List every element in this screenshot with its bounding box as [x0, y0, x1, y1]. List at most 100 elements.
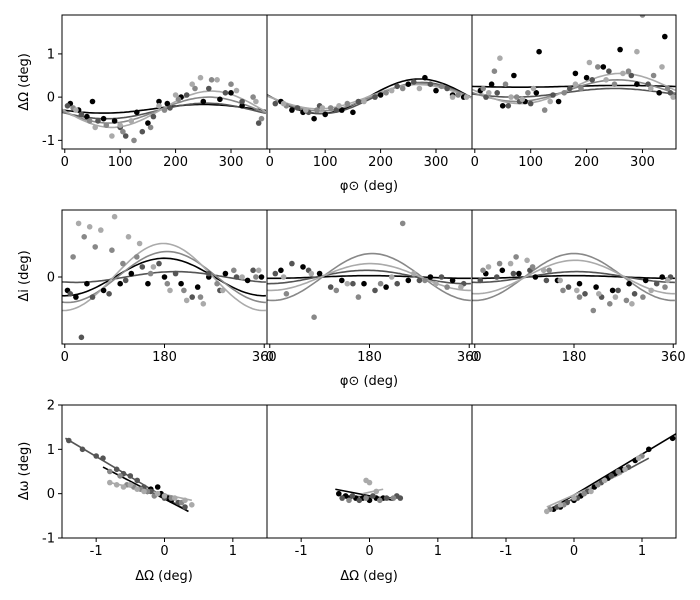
row3-col1-point-light-gray — [127, 482, 134, 488]
row3-col1-point-light-gray — [134, 486, 140, 493]
row1-col1-point-light-gray — [128, 118, 135, 124]
row2-col1-point-light-gray — [136, 240, 143, 247]
row1-col3-xtick-label: 300 — [630, 155, 655, 170]
row3-col1-point-gray — [117, 473, 123, 479]
row2-col3-point-gray — [662, 284, 668, 290]
row3-col1-point-dark-gray — [66, 437, 72, 444]
row2-col3-point-gray — [480, 267, 486, 274]
row1-col3-point-light-gray — [634, 48, 640, 55]
row2-col2-point-gray — [399, 220, 406, 227]
row2-col1-point-gray — [231, 267, 237, 274]
row1-col3-point-light-gray — [572, 81, 579, 87]
row1-col3-point-black — [555, 98, 562, 105]
row3-col1-point-light-gray — [189, 502, 195, 508]
row1-col3-xtick-label: 100 — [518, 155, 543, 170]
row2-col3-point-gray — [529, 264, 536, 270]
row2-col1-point-dark-gray — [172, 270, 179, 277]
row2-col1-point-gray — [120, 260, 126, 267]
row1-col2-point-gray — [399, 85, 406, 92]
row1-col3-point-gray — [491, 68, 498, 74]
row1-col1-ytick-label: -1 — [42, 134, 55, 149]
row1-col3-point-gray — [513, 94, 520, 100]
row1-col1-point-gray — [208, 77, 215, 83]
row2-col1-xtick-label: 360 — [252, 350, 277, 365]
row1-col1-ytick-label: 1 — [47, 47, 55, 62]
row2-col3-point-black — [516, 270, 522, 277]
row3-col1-ytick-label: 2 — [47, 399, 55, 414]
row1-col2-point-black — [433, 87, 439, 94]
row2-col3-point-light-gray — [648, 287, 654, 294]
row1-col3-frame — [471, 14, 677, 150]
row2-col3-point-dark-gray — [582, 291, 588, 297]
row2-col3-fit-dark-gray — [472, 270, 675, 284]
row1-col2-point-dark-gray — [444, 85, 450, 92]
row1-col1-point-light-gray — [233, 87, 240, 94]
row2-col2-point-dark-gray — [327, 284, 334, 290]
row2-col3-point-gray — [623, 297, 630, 304]
row3-col2-xtick-label: -1 — [295, 544, 308, 559]
row1-col3-point-light-gray — [603, 77, 609, 83]
row3-col2-xtick-label: 0 — [365, 544, 373, 559]
row2-col2-point-gray — [311, 314, 317, 321]
row1-col3-panel: 0 100 200 300 — [471, 14, 677, 170]
row2-col3-point-gray — [496, 260, 503, 267]
row1-col2-fit-dark-gray — [267, 81, 472, 115]
row2-col2-fit-gray — [267, 252, 471, 302]
row3-col2-panel: -1 0 1 — [266, 404, 473, 559]
row2-col1-point-dark-gray — [250, 267, 256, 274]
row1-col2-point-dark-gray — [372, 94, 378, 100]
row2-col1-fit-black — [62, 257, 266, 297]
row3-col1-point-light-gray — [172, 495, 178, 501]
row1-col2-xtick-label: 300 — [424, 155, 449, 170]
row1-col1-ytick-label: 0 — [47, 91, 55, 106]
row1-col3-point-gray — [595, 64, 601, 70]
row3-col3-plot — [544, 433, 676, 515]
row2-col1-point-gray — [253, 274, 259, 280]
row2-col3-point-gray — [546, 267, 552, 274]
row2-col2-point-black — [361, 280, 367, 287]
row2-col1-point-light-gray — [183, 297, 190, 304]
row2-col2-point-gray — [422, 277, 428, 284]
row1-col1-point-black — [111, 118, 118, 124]
row1-col3-point-light-gray — [530, 85, 537, 92]
row3-col1-ytick-label: 0 — [47, 487, 55, 502]
row2-col3-point-gray — [590, 307, 597, 314]
row3-col1-point-dark-gray — [182, 504, 188, 510]
row3-col1-point-dark-gray — [79, 446, 86, 453]
row1-col1-point-gray — [192, 85, 198, 92]
row1-col3-point-black — [511, 72, 517, 79]
row1-col1-point-gray — [250, 94, 256, 100]
row1-col1-point-dark-gray — [95, 118, 101, 124]
row1-col3-point-black — [617, 46, 623, 53]
row1-col1-point-black — [134, 109, 140, 116]
row2-col1-point-dark-gray — [156, 260, 162, 267]
row1-col2-point-light-gray — [388, 87, 395, 94]
row2-col1-point-gray — [197, 294, 204, 300]
row1-col1-point-dark-gray — [139, 128, 146, 135]
row2-col3-point-light-gray — [612, 294, 619, 300]
row3-col1-xlabel: ΔΩ (deg) — [135, 569, 193, 584]
row1-col2-point-dark-gray — [294, 105, 301, 111]
row2-col3-point-black — [609, 287, 616, 294]
row1-col2-point-gray — [314, 107, 320, 113]
row2-col3-point-gray — [560, 287, 566, 294]
row3-col2-xtick-label: 1 — [434, 544, 442, 559]
row1-col3-point-gray — [578, 85, 584, 92]
row1-col3-point-gray — [625, 68, 632, 74]
row3-col1-xtick-label: 1 — [229, 544, 237, 559]
row1-col1-point-dark-gray — [64, 103, 71, 109]
row2-col3-point-dark-gray — [615, 287, 621, 294]
row2-col2-xtick-label: 360 — [457, 350, 482, 365]
row3-col1-panel: -1 0 1 -1 0 1 2 — [42, 399, 268, 559]
row1-col3-point-gray — [525, 90, 531, 96]
row3-col1-xtick-label: -1 — [90, 544, 103, 559]
row1-col1-point-gray — [86, 118, 93, 124]
row1-col2-fit-gray — [267, 82, 472, 112]
row2-col2-point-light-gray — [308, 270, 315, 277]
row2-col1-point-black — [117, 280, 123, 287]
row1-col1-point-light-gray — [73, 107, 79, 113]
row3-col3-line-black-fit — [546, 433, 676, 513]
row2-col1-point-gray — [164, 280, 171, 287]
row1-col1-point-black — [228, 90, 234, 96]
